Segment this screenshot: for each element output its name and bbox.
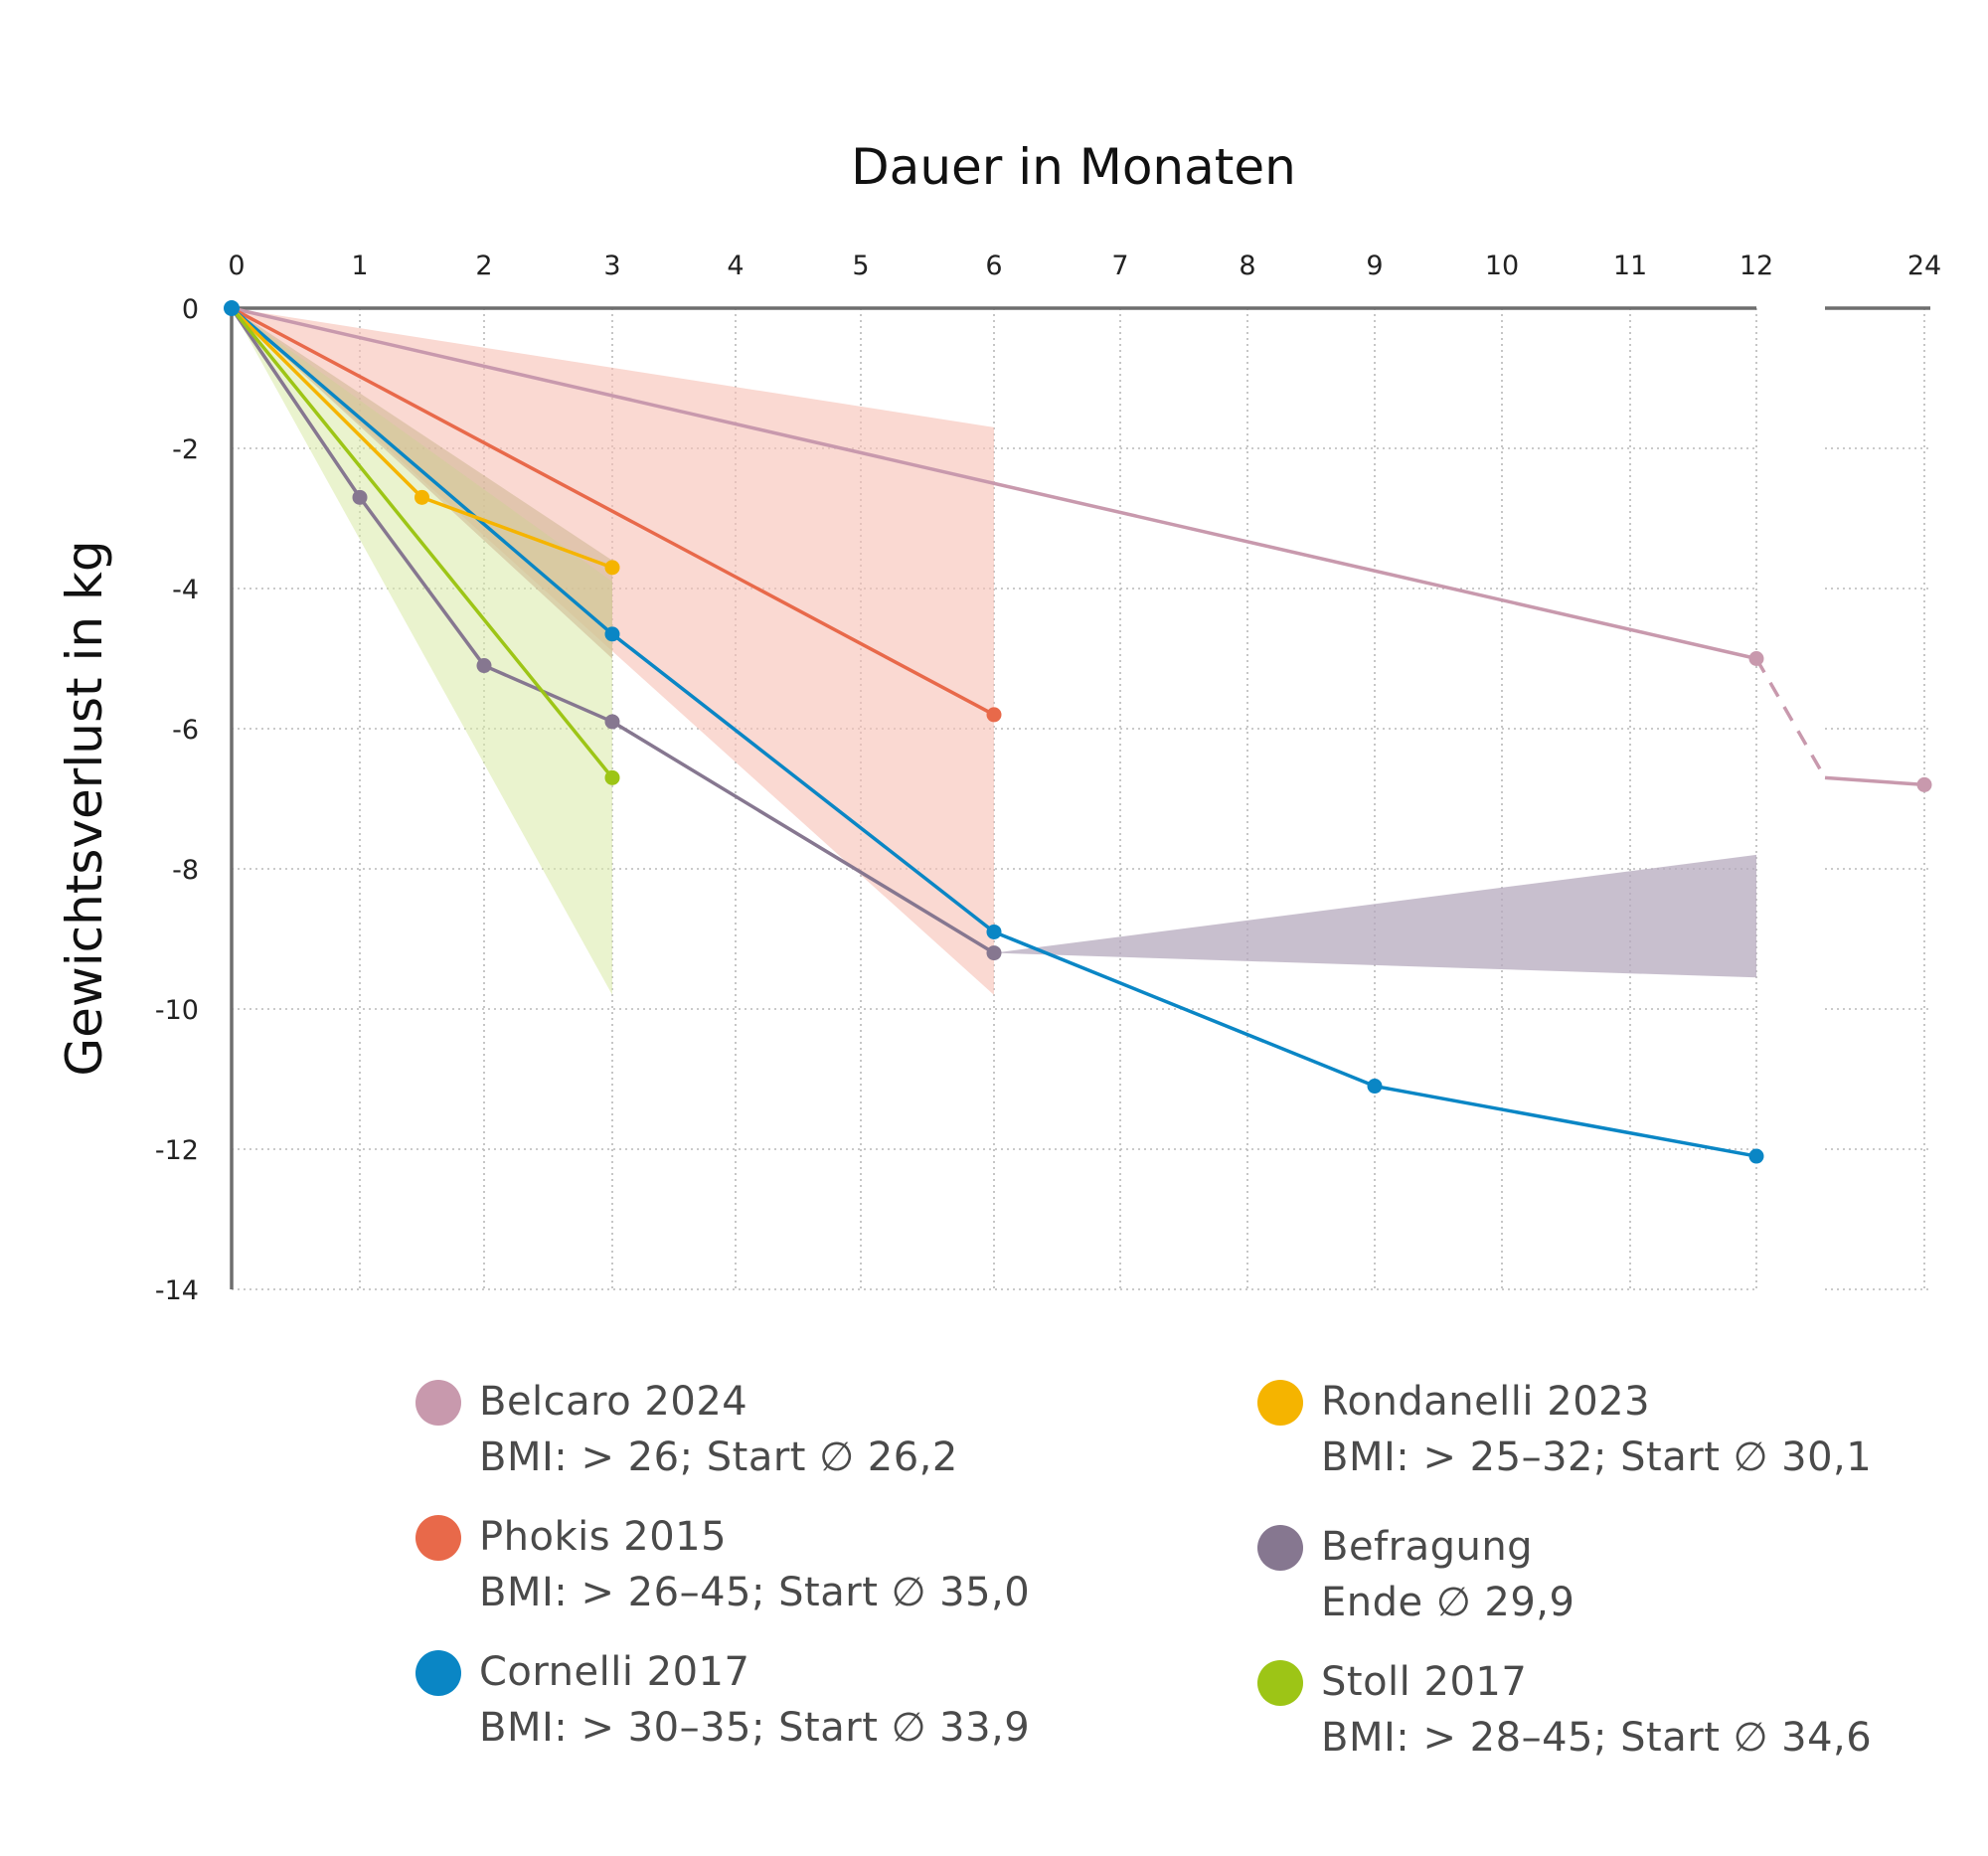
x-tick-label: 10 <box>1485 251 1519 281</box>
x-tick-label: 7 <box>1111 251 1128 281</box>
legend-label-rondanelli: Rondanelli 2023 <box>1321 1379 1651 1425</box>
y-tick-label: -8 <box>172 855 199 886</box>
data-point <box>1748 651 1764 666</box>
x-tick-label: 6 <box>985 251 1002 281</box>
x-tick-label: 24 <box>1907 251 1941 281</box>
legend-swatch-belcaro <box>415 1380 461 1426</box>
legend-swatch-phokis <box>415 1515 461 1561</box>
series-line <box>231 306 1757 661</box>
y-tick-label: -4 <box>172 575 199 605</box>
legend-swatch-stoll <box>1257 1660 1303 1706</box>
x-tick-label: 2 <box>475 251 492 281</box>
data-point-origin <box>224 300 240 316</box>
legend-detail-rondanelli: BMI: > 25–32; Start ∅ 30,1 <box>1321 1434 1873 1480</box>
legend-item-belcaro: Belcaro 2024 BMI: > 26; Start ∅ 26,2 <box>415 1374 958 1485</box>
legend-item-stoll: Stoll 2017 BMI: > 28–45; Start ∅ 34,6 <box>1257 1654 1872 1766</box>
series-lines <box>224 300 1932 1164</box>
series-line <box>231 306 995 717</box>
series-line-dashed <box>1754 657 1827 779</box>
x-tick-label: 12 <box>1740 251 1773 281</box>
legend-detail-belcaro: BMI: > 26; Start ∅ 26,2 <box>479 1434 958 1480</box>
legend-detail-phokis: BMI: > 26–45; Start ∅ 35,0 <box>479 1570 1031 1615</box>
y-tick-label: -14 <box>155 1275 199 1306</box>
legend-item-phokis: Phokis 2015 BMI: > 26–45; Start ∅ 35,0 <box>415 1509 1030 1620</box>
y-axis-title: Gewichtsverlust in kg <box>56 540 113 1076</box>
data-point <box>986 707 1002 723</box>
legend-label-befragung: Befragung <box>1321 1524 1534 1570</box>
data-point <box>414 489 429 505</box>
x-tick-label: 5 <box>852 251 869 281</box>
data-point <box>604 560 620 576</box>
x-tick-label: 9 <box>1366 251 1383 281</box>
data-point <box>604 769 620 785</box>
tick-labels: 0 1 2 3 4 5 6 7 8 9 10 11 12 240-2-4-6-8-10-12-14 <box>155 251 1941 1306</box>
series-line-extension <box>1824 775 1925 787</box>
range-area <box>232 308 612 995</box>
legend-label-belcaro: Belcaro 2024 <box>479 1379 748 1425</box>
x-tick-label: 1 <box>351 251 368 281</box>
data-point <box>604 626 620 642</box>
range-areas <box>232 308 1756 995</box>
legend-item-rondanelli: Rondanelli 2023 BMI: > 25–32; Start ∅ 30… <box>1257 1374 1872 1485</box>
legend-label-phokis: Phokis 2015 <box>479 1514 728 1560</box>
y-tick-label: -6 <box>172 715 199 746</box>
legend-swatch-cornelli <box>415 1650 461 1696</box>
range-area <box>994 854 1756 978</box>
legend-detail-befragung: Ende ∅ 29,9 <box>1321 1580 1575 1625</box>
data-point <box>1748 1148 1764 1164</box>
legend-swatch-befragung <box>1257 1525 1303 1571</box>
legend-label-stoll: Stoll 2017 <box>1321 1659 1528 1705</box>
data-point <box>1916 776 1932 792</box>
legend-detail-stoll: BMI: > 28–45; Start ∅ 34,6 <box>1321 1715 1873 1761</box>
axes <box>230 306 1930 1289</box>
legend-item-befragung: Befragung Ende ∅ 29,9 <box>1257 1519 1574 1630</box>
data-point <box>986 924 1002 939</box>
x-tick-label: 3 <box>603 251 620 281</box>
x-tick-label: 4 <box>727 251 744 281</box>
y-tick-label: 0 <box>182 294 199 325</box>
y-tick-label: -10 <box>155 995 199 1026</box>
data-point <box>604 714 620 730</box>
legend-label-cornelli: Cornelli 2017 <box>479 1649 750 1695</box>
legend-swatch-rondanelli <box>1257 1380 1303 1426</box>
data-point <box>986 945 1002 961</box>
x-tick-label: 8 <box>1239 251 1255 281</box>
x-tick-label: 11 <box>1613 251 1647 281</box>
range-area <box>232 308 612 659</box>
x-axis-title: Dauer in Monaten <box>851 138 1296 196</box>
data-point <box>476 658 492 674</box>
data-point <box>1367 1079 1383 1095</box>
data-point <box>352 489 368 505</box>
x-tick-label: 0 <box>228 251 245 281</box>
legend-item-cornelli: Cornelli 2017 BMI: > 30–35; Start ∅ 33,9 <box>415 1644 1030 1756</box>
y-tick-label: -2 <box>172 434 199 465</box>
y-tick-label: -12 <box>155 1135 199 1166</box>
series-line <box>230 306 614 779</box>
legend-detail-cornelli: BMI: > 30–35; Start ∅ 33,9 <box>479 1705 1031 1751</box>
